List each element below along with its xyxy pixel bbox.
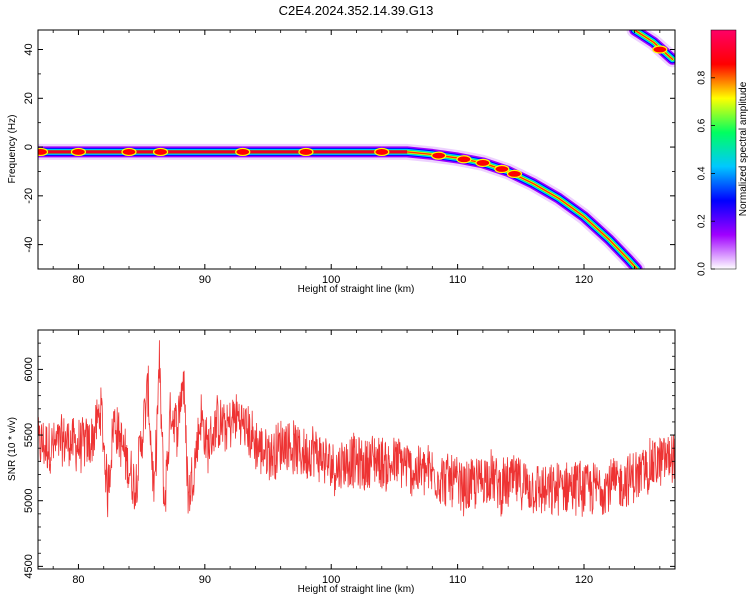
spectrogram-hotspot bbox=[70, 147, 87, 157]
spectrogram-x-label: Height of straight line (km) bbox=[298, 284, 415, 295]
spectrogram-x-axis: 80 90 100 110 120 bbox=[52, 30, 661, 286]
spectrogram-hotspot bbox=[652, 45, 668, 54]
spectrogram-hotspot bbox=[298, 147, 314, 157]
snr-x-tick-label: 120 bbox=[575, 574, 593, 586]
spectrogram-x-tick-label: 100 bbox=[322, 274, 340, 286]
spectrogram-panel: 80 90 100 110 120 -40 -20 0 20 40 Height of stra… bbox=[7, 29, 676, 295]
colorbar-tick-label: 0.4 bbox=[697, 166, 708, 180]
colorbar-tick-label: 0.8 bbox=[697, 70, 708, 84]
spectrogram-x-tick-label: 120 bbox=[575, 274, 593, 286]
colorbar-label: Normalized spectral amplitude bbox=[738, 81, 749, 216]
spectrogram-hotspot bbox=[431, 151, 447, 160]
colorbar-tick-label: 0.6 bbox=[697, 118, 708, 132]
spectrogram-hotspot bbox=[494, 164, 510, 174]
spectrogram-y-tick-label: -40 bbox=[23, 237, 35, 253]
spectrogram-y-tick-label: -20 bbox=[23, 188, 35, 204]
colorbar: 0.0 0.2 0.4 0.6 0.8 Normalized spectral ampl… bbox=[697, 29, 749, 276]
spectrogram-hotspot bbox=[475, 158, 491, 168]
spectrogram-hotspot bbox=[38, 147, 49, 157]
spectrogram-trace-band bbox=[633, 30, 674, 60]
spectrogram-y-tick-label: 0 bbox=[23, 144, 35, 150]
spectrogram-hotspot bbox=[374, 147, 390, 157]
snr-y-tick-label: 5500 bbox=[23, 423, 35, 447]
spectrogram-hotspot bbox=[152, 147, 169, 157]
spectrogram-hotspot bbox=[456, 155, 472, 164]
figure-title: C2E4.2024.352.14.39.G13 bbox=[279, 3, 434, 18]
spectrogram-y-axis: -40 -20 0 20 40 bbox=[23, 43, 675, 270]
colorbar-tick-label: 0.2 bbox=[697, 214, 708, 228]
colorbar-gradient bbox=[711, 30, 736, 269]
snr-y-tick-label: 6000 bbox=[23, 357, 35, 381]
spectrogram-hotspot bbox=[506, 169, 523, 178]
colorbar-frame bbox=[710, 29, 737, 270]
spectrogram-y-label: Frequency (Hz) bbox=[7, 115, 18, 184]
colorbar-tick-label: 0.0 bbox=[697, 262, 708, 276]
colorbar-ticks: 0.0 0.2 0.4 0.6 0.8 bbox=[697, 70, 715, 276]
snr-x-tick-label: 110 bbox=[449, 574, 467, 586]
snr-x-tick-label: 100 bbox=[322, 574, 340, 586]
spectrogram-y-tick-label: 20 bbox=[23, 92, 35, 104]
snr-y-tick-label: 5000 bbox=[23, 488, 35, 512]
snr-panel: 80 90 100 110 120 4500 5000 5500 6000 Height of… bbox=[7, 329, 676, 595]
spectrogram-hotspot bbox=[121, 147, 137, 157]
snr-y-axis: 4500 5000 5500 6000 bbox=[23, 329, 675, 579]
spectrogram-trace bbox=[38, 30, 675, 269]
snr-y-label: SNR (10 * v/v) bbox=[7, 417, 18, 481]
snr-x-tick-label: 90 bbox=[199, 574, 211, 586]
spectrogram-hotspot bbox=[235, 147, 251, 157]
spectrogram-x-tick-label: 90 bbox=[199, 274, 211, 286]
spectrogram-trace-band bbox=[38, 151, 638, 269]
spectrogram-y-tick-label: 40 bbox=[23, 43, 35, 55]
snr-line bbox=[38, 340, 675, 518]
snr-y-tick-label: 4500 bbox=[23, 554, 35, 578]
snr-x-label: Height of straight line (km) bbox=[298, 584, 415, 595]
spectrogram-x-tick-label: 110 bbox=[449, 274, 467, 286]
snr-x-tick-label: 80 bbox=[72, 574, 84, 586]
snr-line-group bbox=[38, 340, 675, 518]
spectrogram-x-tick-label: 80 bbox=[72, 274, 84, 286]
snr-x-axis: 80 90 100 110 120 bbox=[52, 330, 661, 586]
